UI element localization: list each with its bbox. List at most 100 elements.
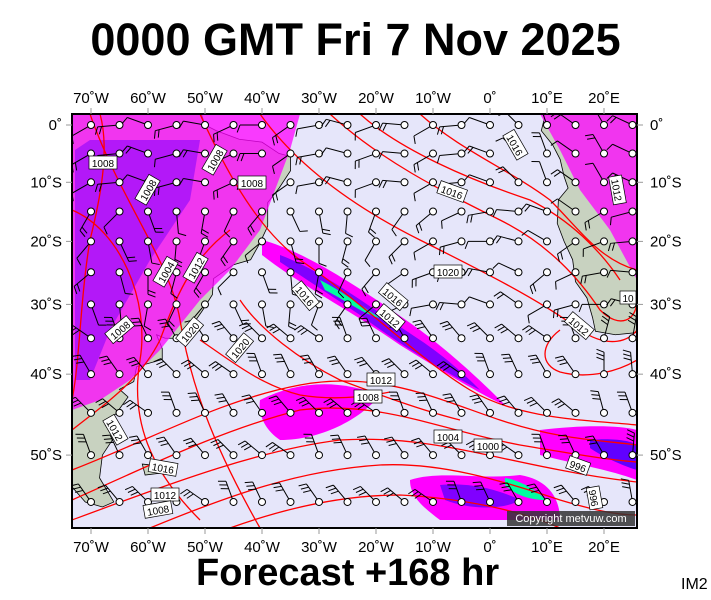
wind-barb-feather: [492, 209, 498, 218]
wind-barb-feather: [276, 360, 285, 363]
wind-barb-feather: [218, 400, 227, 403]
wind-barb-feather: [472, 327, 481, 332]
station-circle: [87, 207, 95, 216]
wind-barb-feather: [553, 114, 562, 120]
station-circle: [543, 334, 551, 343]
wind-barb-feather: [463, 296, 470, 304]
station-circle: [400, 451, 409, 460]
station-circle: [571, 121, 580, 129]
wind-barb-feather: [274, 357, 283, 359]
station-circle: [400, 497, 409, 506]
station-circle: [115, 408, 124, 417]
station-circle: [400, 149, 409, 158]
wind-barb-feather: [362, 324, 371, 327]
wind-barb-feather: [369, 228, 377, 235]
wind-barb-feather: [174, 258, 183, 264]
wind-barb-feather: [495, 166, 504, 171]
wind-barb-feather: [358, 491, 367, 496]
wind-barb-feather: [200, 232, 209, 238]
station-circle: [343, 121, 352, 129]
wind-barb-feather: [72, 483, 79, 487]
station-circle: [571, 268, 580, 277]
wind-barb-feather: [216, 396, 225, 400]
wind-barb-feather: [600, 319, 608, 326]
station-circle: [115, 268, 124, 277]
lon-label: 30˚W: [301, 90, 338, 107]
station-circle: [315, 334, 323, 343]
wind-barb-feather: [368, 231, 375, 238]
wind-barb-feather: [303, 489, 312, 493]
wind-barb-feather: [391, 229, 397, 237]
station-circle: [628, 237, 637, 246]
station-circle: [571, 408, 580, 417]
wind-barb-feather: [628, 315, 636, 321]
wind-barb-feather: [492, 235, 498, 243]
wind-barb-feather: [417, 396, 426, 398]
wind-barb-feather: [98, 126, 103, 135]
wind-barb-feather: [273, 401, 282, 406]
wind-barb-feather: [156, 360, 164, 366]
isobar-label: 1004: [433, 429, 463, 444]
wind-barb-feather: [94, 184, 99, 193]
wind-barb-feather: [436, 361, 444, 367]
wind-barb-feather: [498, 169, 506, 174]
station-circle: [201, 121, 209, 129]
station-circle: [429, 408, 437, 417]
station-circle: [144, 149, 152, 158]
station-circle: [201, 300, 209, 309]
station-circle: [229, 497, 238, 506]
wind-barb-feather: [557, 358, 566, 362]
isobar-label: 1008: [88, 155, 118, 170]
wind-barb-feather: [559, 438, 568, 440]
wind-barb-feather: [299, 156, 302, 165]
station-circle: [115, 497, 124, 506]
station-circle: [201, 237, 209, 246]
station-circle: [400, 237, 409, 246]
wind-barb-feather: [101, 358, 110, 362]
wind-barb-feather: [298, 399, 307, 404]
wind-barb-feather: [75, 361, 85, 364]
wind-barb-feather: [275, 192, 279, 201]
station-circle: [400, 121, 409, 129]
station-circle: [201, 268, 209, 277]
wind-barb-feather: [311, 324, 318, 331]
lat-label: 10˚S: [30, 174, 62, 191]
station-circle: [115, 121, 124, 129]
wind-barb-feather: [360, 321, 369, 323]
wind-barb-feather: [466, 322, 475, 327]
wind-barb-feather: [466, 215, 469, 224]
wind-barb-feather: [383, 489, 391, 495]
wind-barb-feather: [493, 291, 501, 297]
wind-barb-feather: [442, 393, 451, 396]
wind-barb-feather: [436, 155, 441, 164]
wind-barb-feather: [72, 329, 80, 336]
wind-barb-feather: [240, 443, 249, 448]
station-circle: [600, 334, 608, 343]
wind-barb-feather: [288, 325, 297, 331]
wind-barb-feather: [180, 359, 189, 365]
wind-barb-feather: [244, 481, 253, 484]
wind-barb-feather: [248, 488, 257, 491]
wind-barb-feather: [298, 483, 307, 487]
station-circle: [258, 268, 266, 277]
wind-barb-feather: [414, 364, 423, 370]
wind-barb-feather: [584, 222, 587, 231]
wind-barb-feather: [213, 191, 215, 200]
wind-barb-feather: [127, 488, 136, 493]
station-circle: [457, 497, 466, 506]
wind-barb-feather: [441, 220, 443, 229]
wind-barb-feather: [606, 172, 613, 179]
wind-barb-feather: [627, 319, 636, 325]
wind-barb-feather: [273, 353, 282, 356]
station-circle: [600, 207, 608, 216]
station-circle: [229, 178, 238, 187]
wind-barb-feather: [271, 194, 275, 203]
station-circle: [571, 149, 580, 158]
wind-barb-feather: [275, 135, 279, 144]
station-circle: [144, 334, 152, 343]
wind-barb-feather: [504, 360, 513, 363]
station-circle: [315, 149, 323, 158]
wind-barb-feather: [94, 126, 99, 135]
station-circle: [315, 178, 323, 187]
wind-barb-feather: [178, 149, 184, 157]
